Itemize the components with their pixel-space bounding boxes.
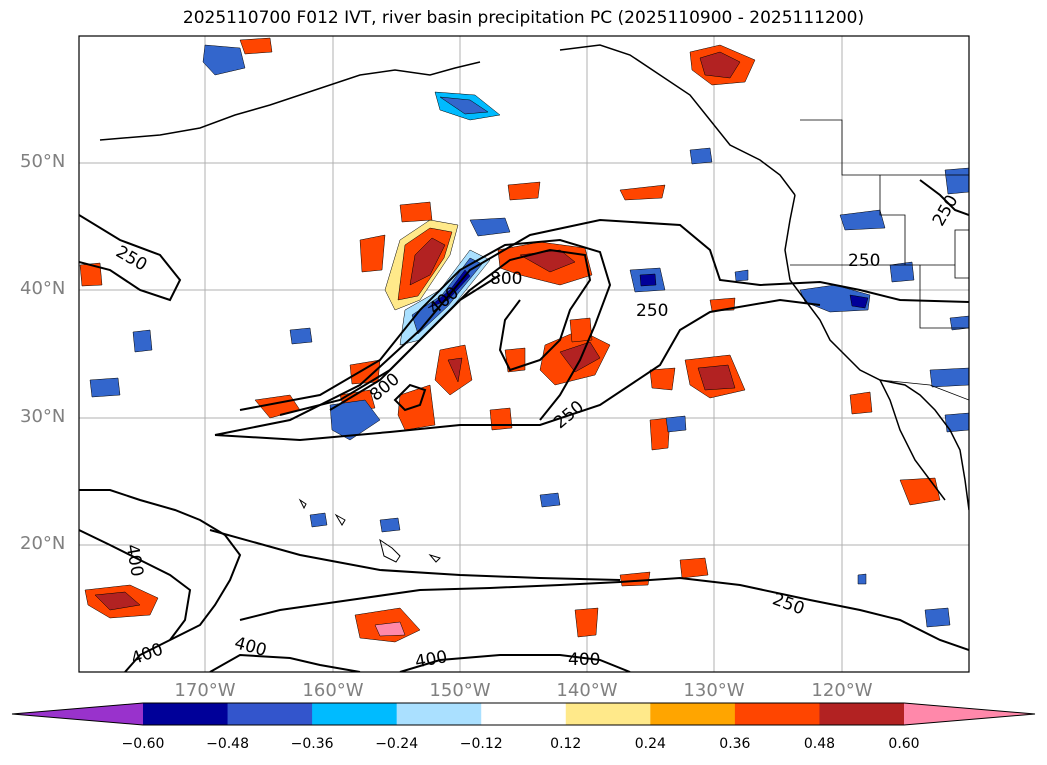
colorbar-extend-max (904, 703, 1035, 725)
colorbar-tick-label: 0.48 (803, 736, 836, 752)
lat-label-40n: 40°N (20, 278, 66, 299)
contour-label: 250 (848, 251, 880, 271)
lat-label-30n: 30°N (20, 406, 66, 427)
colorbar-segments (12, 703, 1035, 725)
lat-label-20n: 20°N (20, 533, 66, 554)
map-title: 2025110700 F012 IVT, river basin precipi… (182, 8, 865, 28)
lon-label-120w: 120°W (811, 680, 873, 701)
colorbar-segment (819, 703, 905, 725)
colorbar-tick-label: −0.48 (206, 736, 249, 752)
colorbar-segment (227, 703, 313, 725)
lon-label-150w: 150°W (429, 680, 491, 701)
map-panel: 250 250 250 250 250 250 400 400 400 400 … (78, 35, 970, 673)
colorbar-segment (312, 703, 398, 725)
colorbar (11, 702, 1036, 726)
colorbar-outline (11, 702, 1036, 726)
precipitation-fill (79, 37, 969, 643)
colorbar-tick-label: −0.36 (290, 736, 334, 752)
colorbar-segment (481, 703, 567, 725)
contour-label: 400 (568, 650, 600, 670)
colorbar-tick-label: 0.24 (634, 736, 666, 752)
map-frame (78, 35, 970, 673)
contour-label: 400 (122, 543, 147, 578)
contour-label: 250 (636, 301, 668, 321)
colorbar-tick-label: 0.60 (888, 736, 920, 752)
colorbar-tick-label: −0.60 (121, 736, 165, 752)
colorbar-tick-label: −0.24 (375, 736, 419, 752)
lon-label-130w: 130°W (683, 680, 745, 701)
contour-label: 250 (550, 397, 588, 433)
ivt-contours (79, 179, 969, 672)
contour-label: 800 (490, 269, 522, 289)
contour-label: 250 (770, 589, 807, 619)
lon-label-160w: 160°W (302, 680, 364, 701)
contour-label: 400 (129, 639, 166, 669)
colorbar-tick-label: −0.12 (459, 736, 503, 752)
lon-label-170w: 170°W (174, 680, 236, 701)
lat-label-50n: 50°N (20, 151, 66, 172)
colorbar-segment (565, 703, 651, 725)
colorbar-segment (396, 703, 482, 725)
colorbar-segment (734, 703, 820, 725)
grid-lines (79, 36, 969, 672)
contour-label: 250 (112, 242, 150, 276)
colorbar-segment (650, 703, 736, 725)
lon-label-140w: 140°W (556, 680, 618, 701)
colorbar-segment (143, 703, 229, 725)
colorbar-tick-label: 0.36 (719, 736, 751, 752)
colorbar-tick-label: 0.12 (550, 736, 582, 752)
colorbar-extend-min (12, 703, 143, 725)
coastlines (99, 44, 969, 563)
contour-label: 400 (413, 647, 448, 672)
political-borders (790, 119, 969, 401)
